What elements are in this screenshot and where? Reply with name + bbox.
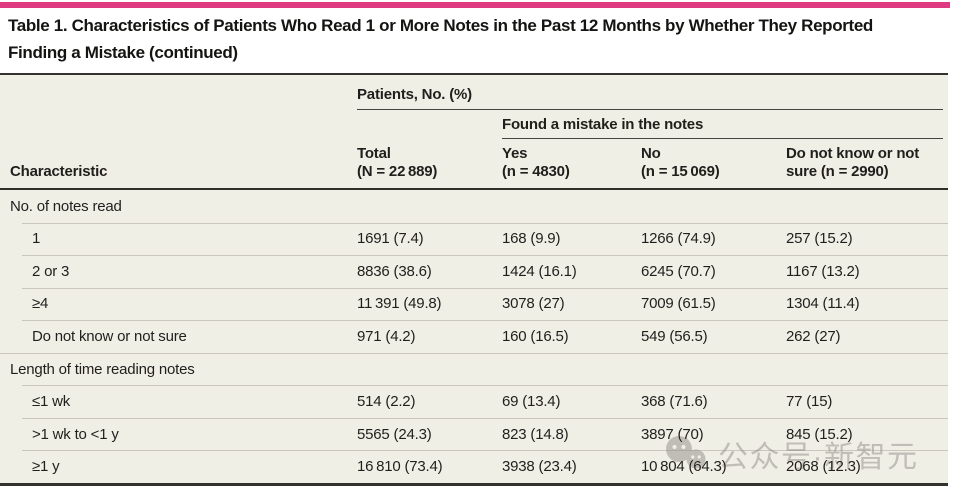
table-row-1-wk-or-less: ≤1 wk 514 (2.2) 69 (13.4) 368 (71.6) 77 …: [0, 385, 948, 418]
cell-do-not-know: 262 (27): [786, 327, 841, 345]
cell-total: 971 (4.2): [357, 327, 416, 345]
table-row-1-note: 1 1691 (7.4) 168 (9.9) 1266 (74.9) 257 (…: [0, 222, 948, 256]
section-label: No. of notes read: [10, 197, 122, 215]
col-header-yes: Yes (n = 4830): [502, 145, 641, 180]
col-header-characteristic: Characteristic: [10, 162, 108, 180]
cell-no: 549 (56.5): [641, 327, 708, 345]
cell-yes: 168 (9.9): [502, 230, 561, 248]
table-title-line1: Table 1. Characteristics of Patients Who…: [8, 16, 873, 35]
cell-no: 368 (71.6): [641, 393, 708, 411]
col-header-yes-line2: (n = 4830): [502, 162, 570, 180]
cell-total: 8836 (38.6): [357, 262, 432, 280]
col-header-total-line2: (N = 22 889): [357, 162, 438, 180]
cell-total: 514 (2.2): [357, 393, 416, 411]
section-label: Length of time reading notes: [10, 360, 195, 378]
group-header-found-mistake: Found a mistake in the notes: [502, 110, 943, 139]
col-header-do-not-know: Do not know or not sure (n = 2990): [786, 145, 948, 180]
section-row-length-of-time: Length of time reading notes: [0, 352, 948, 386]
column-header-row: Characteristic Total (N = 22 889) Yes (n…: [0, 139, 948, 190]
cell-do-not-know: 1167 (13.2): [786, 262, 860, 280]
group-header-row-patients: Patients, No. (%): [0, 75, 948, 110]
row-label: >1 wk to <1 y: [32, 425, 119, 443]
group-header-patients-no-pct: Patients, No. (%): [357, 75, 943, 110]
col-header-no: No (n = 15 069): [641, 145, 786, 180]
table-row-1y-or-more: ≥1 y 16 810 (73.4) 3938 (23.4) 10 804 (6…: [0, 450, 948, 483]
cell-yes: 69 (13.4): [502, 393, 561, 411]
row-label: 1: [32, 230, 41, 248]
patients-characteristics-table: Patients, No. (%) Found a mistake in the…: [0, 73, 948, 486]
cell-no: 10 804 (64.3): [641, 458, 727, 476]
cell-no: 1266 (74.9): [641, 230, 716, 248]
row-label: 2 or 3: [32, 262, 70, 280]
group-header-spacer: [0, 75, 357, 110]
row-label: ≥4: [32, 295, 49, 313]
cell-total: 1691 (7.4): [357, 230, 424, 248]
cell-no: 7009 (61.5): [641, 295, 716, 313]
cell-total: 16 810 (73.4): [357, 458, 443, 476]
col-header-total-line1: Total: [357, 145, 391, 162]
section-row-no-of-notes-read: No. of notes read: [0, 190, 948, 223]
cell-yes: 823 (14.8): [502, 425, 569, 443]
row-label: ≤1 wk: [32, 393, 71, 411]
accent-bar: [0, 2, 950, 8]
table-title: Table 1. Characteristics of Patients Who…: [0, 8, 960, 66]
cell-yes: 160 (16.5): [502, 327, 569, 345]
table-row-2-or-3-notes: 2 or 3 8836 (38.6) 1424 (16.1) 6245 (70.…: [0, 255, 948, 288]
col-header-no-line2: (n = 15 069): [641, 162, 720, 180]
cell-total: 5565 (24.3): [357, 425, 432, 443]
col-header-yes-line1: Yes: [502, 145, 528, 162]
col-header-do-not-know-line1: Do not know or not: [786, 145, 920, 162]
cell-no: 3897 (70): [641, 425, 704, 443]
cell-no: 6245 (70.7): [641, 262, 716, 280]
cell-do-not-know: 845 (15.2): [786, 425, 853, 443]
col-header-no-line1: No: [641, 145, 661, 162]
group-header-spacer: [0, 110, 502, 139]
row-label: ≥1 y: [32, 458, 60, 476]
cell-do-not-know: 77 (15): [786, 393, 833, 411]
cell-yes: 1424 (16.1): [502, 262, 577, 280]
cell-total: 11 391 (49.8): [357, 295, 442, 313]
cell-yes: 3938 (23.4): [502, 458, 577, 476]
table-row-1wk-to-1y: >1 wk to <1 y 5565 (24.3) 823 (14.8) 389…: [0, 417, 948, 451]
cell-do-not-know: 257 (15.2): [786, 230, 853, 248]
cell-do-not-know: 2068 (12.3): [786, 458, 861, 476]
table-row-do-not-know-notes: Do not know or not sure 971 (4.2) 160 (1…: [0, 320, 948, 353]
col-header-do-not-know-line2: sure (n = 2990): [786, 162, 889, 180]
group-header-row-mistake: Found a mistake in the notes: [0, 110, 948, 139]
cell-yes: 3078 (27): [502, 295, 565, 313]
cell-do-not-know: 1304 (11.4): [786, 295, 860, 313]
table-row-4-or-more-notes: ≥4 11 391 (49.8) 3078 (27) 7009 (61.5) 1…: [0, 287, 948, 321]
table-title-line2: Finding a Mistake (continued): [8, 42, 238, 62]
row-label: Do not know or not sure: [32, 327, 187, 345]
col-header-total: Total (N = 22 889): [357, 145, 502, 180]
